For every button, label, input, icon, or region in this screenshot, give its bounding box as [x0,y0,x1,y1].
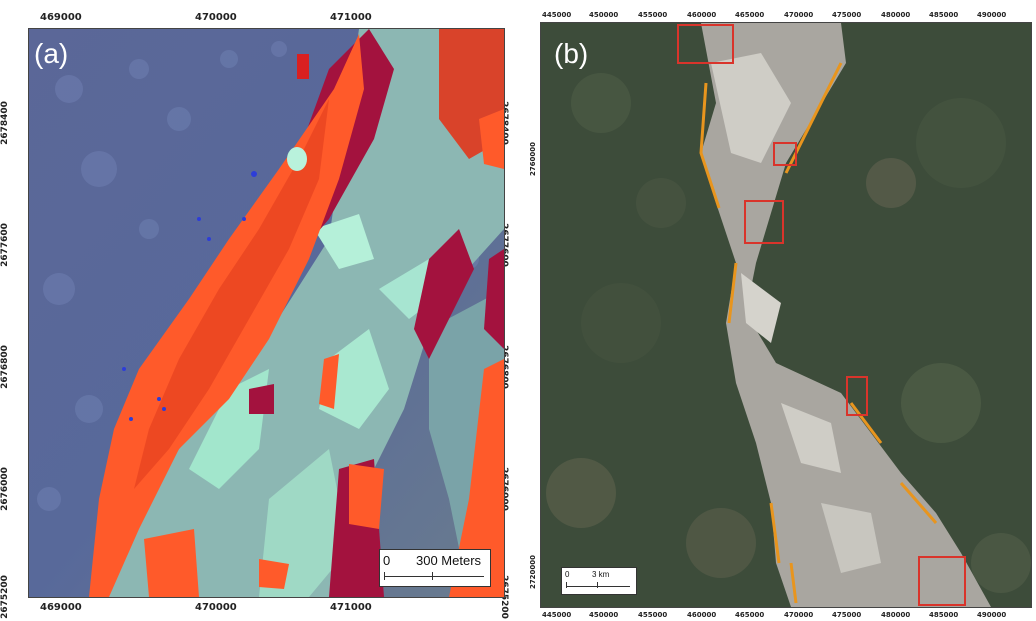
scale-bar-line [566,586,630,587]
panel-b-bottom-tick: 485000 [929,611,959,619]
river-b-bars [781,403,841,473]
scale-bar-line [384,576,484,577]
panel-a-label: (a) [34,38,69,69]
river-b [701,23,991,607]
panel-b-top-tick: 470000 [784,11,814,19]
panel-b-bottom-tick: 445000 [542,611,572,619]
highlight-box [918,556,966,606]
river-channel [89,29,504,597]
panel-b-top-tick: 460000 [687,11,717,19]
scale-bar-tick [432,572,433,580]
panel-b-map: 0 3 km [540,22,1032,608]
panel-a-top-tick: 470000 [195,12,237,23]
panel-b-bottom-tick: 455000 [638,611,668,619]
panel-b-top-tick: 490000 [977,11,1007,19]
panel-a-map: 0 300 Meters [28,28,505,598]
sandbar-orange-small [259,559,289,589]
panel-b-scale-bar: 0 3 km [561,567,637,595]
panel-b-left-tick: 2760000 [529,141,538,177]
highlight-box [744,200,784,244]
panel-a-scale-bar: 0 300 Meters [379,549,491,587]
panel-b-top-tick: 485000 [929,11,959,19]
sandbar-dark-east [484,249,504,349]
shallow-water [319,329,389,429]
panel-b-left-tick: 2720000 [529,554,538,590]
panel-a-left-tick: 2677600 [0,223,10,267]
sandbar-orange-sw [144,529,199,597]
panel-b-bottom-tick: 470000 [784,611,814,619]
sandbar-orange-small [319,354,339,409]
panel-b-top-tick: 475000 [832,11,862,19]
panel-a-bottom-tick: 470000 [195,602,237,613]
panel-a-bottom-tick: 471000 [330,602,372,613]
panel-a-map-svg [29,29,504,597]
sandbar-orange-inner [134,99,329,489]
shallow-water [259,449,349,597]
sandbar-dark-east [414,229,474,359]
panel-b-bottom-tick: 480000 [881,611,911,619]
scale-bar-tick [566,582,567,588]
panel-a-left-tick: 2675200 [0,575,10,619]
panel-a-left-tick: 2676800 [0,345,10,389]
panel-b-map-svg [541,23,1031,607]
panel-b-top-tick: 455000 [638,11,668,19]
panel-a-left-tick: 2676000 [0,467,10,511]
scale-bar-label: 3 km [592,570,610,579]
sandbar-orange-se [449,359,504,597]
river-b-bars [821,503,881,573]
panel-b-bottom-tick: 460000 [687,611,717,619]
sandbar-orange-south [349,464,384,529]
blue-points [122,171,257,421]
scale-bar-label: 300 Meters [416,553,482,568]
water-pool [287,147,307,171]
river-b-bars [711,53,791,163]
panel-a-left-tick: 2678400 [0,101,10,145]
panel-a-top-tick: 471000 [330,12,372,23]
scale-bar-tick [384,572,385,580]
panel-b-top-tick: 480000 [881,11,911,19]
change-lines [699,62,938,604]
panel-a: 469000 470000 471000 469000 470000 47100… [0,12,509,619]
sandbar-dark-small [249,384,274,414]
scale-bar-tick [597,582,598,588]
panel-b-top-tick: 465000 [735,11,765,19]
shallow-water [314,214,374,269]
highlight-boxes [677,24,966,606]
sandbar-red-small [297,54,309,79]
panel-b-bottom-tick: 475000 [832,611,862,619]
highlight-box [677,24,734,64]
river-b-bars [741,273,781,343]
panel-b-bottom-tick: 450000 [589,611,619,619]
panel-a-top-tick: 469000 [40,12,82,23]
panel-a-bottom-tick: 469000 [40,602,82,613]
panel-b-label: (b) [554,38,589,69]
scale-bar-zero: 0 [383,553,391,568]
highlight-box [846,376,868,416]
highlight-box [773,142,797,166]
panel-b-top-tick: 450000 [589,11,619,19]
panel-b-bottom-tick: 465000 [735,611,765,619]
scale-bar-zero: 0 [565,570,570,579]
sandbar-orange-ne-small [479,109,504,169]
panel-b-top-tick: 445000 [542,11,572,19]
panel-b-bottom-tick: 490000 [977,611,1007,619]
panel-b: 445000 450000 455000 460000 465000 47000… [520,0,1036,621]
